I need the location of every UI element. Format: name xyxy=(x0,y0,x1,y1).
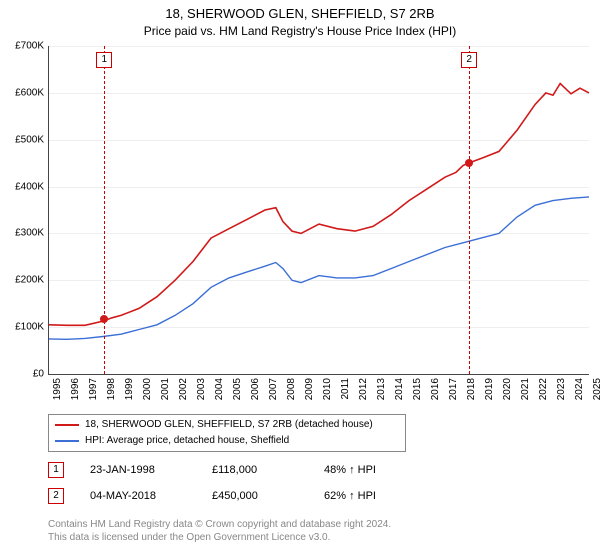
chart-title-line2: Price paid vs. HM Land Registry's House … xyxy=(0,24,600,38)
marker-box: 2 xyxy=(461,52,477,68)
xtick: 2018 xyxy=(466,378,477,400)
xtick: 2020 xyxy=(502,378,513,400)
legend-item-2: HPI: Average price, detached house, Shef… xyxy=(55,435,289,446)
xtick: 2014 xyxy=(394,378,405,400)
marker-box: 1 xyxy=(96,52,112,68)
transaction-hpi-2: 62% ↑ HPI xyxy=(324,490,376,502)
xtick: 2002 xyxy=(178,378,189,400)
xtick: 2010 xyxy=(322,378,333,400)
xtick: 2012 xyxy=(358,378,369,400)
marker-dot xyxy=(100,315,108,323)
xtick: 2021 xyxy=(520,378,531,400)
ytick-7: £700K xyxy=(2,41,44,52)
xtick: 1996 xyxy=(70,378,81,400)
xtick: 2001 xyxy=(160,378,171,400)
transaction-marker-2: 2 xyxy=(48,488,64,504)
xtick: 2003 xyxy=(196,378,207,400)
xtick: 2009 xyxy=(304,378,315,400)
xtick: 2019 xyxy=(484,378,495,400)
xtick: 2015 xyxy=(412,378,423,400)
xtick: 2000 xyxy=(142,378,153,400)
xtick: 1997 xyxy=(88,378,99,400)
series-line-hpi xyxy=(49,197,589,339)
chart-root: 18, SHERWOOD GLEN, SHEFFIELD, S7 2RB Pri… xyxy=(0,0,600,560)
ytick-0: £0 xyxy=(2,369,44,380)
xtick: 2017 xyxy=(448,378,459,400)
series-svg xyxy=(49,46,589,374)
xtick: 2005 xyxy=(232,378,243,400)
series-line-property xyxy=(49,84,589,326)
marker-dot xyxy=(465,159,473,167)
transaction-row-1: 1 23-JAN-1998 £118,000 48% ↑ HPI xyxy=(48,462,376,478)
xtick: 2011 xyxy=(340,378,351,400)
transaction-date-2: 04-MAY-2018 xyxy=(90,490,192,502)
legend-swatch-1 xyxy=(55,424,79,426)
xtick: 2013 xyxy=(376,378,387,400)
ytick-2: £200K xyxy=(2,275,44,286)
transaction-price-1: £118,000 xyxy=(212,464,304,476)
legend-item-1: 18, SHERWOOD GLEN, SHEFFIELD, S7 2RB (de… xyxy=(55,419,373,430)
marker-line xyxy=(104,46,105,374)
ytick-1: £100K xyxy=(2,322,44,333)
transaction-date-1: 23-JAN-1998 xyxy=(90,464,192,476)
xtick: 2007 xyxy=(268,378,279,400)
xtick: 2025 xyxy=(592,378,600,400)
marker-line xyxy=(469,46,470,374)
legend-swatch-2 xyxy=(55,440,79,442)
xtick: 2016 xyxy=(430,378,441,400)
transaction-price-2: £450,000 xyxy=(212,490,304,502)
transaction-marker-1: 1 xyxy=(48,462,64,478)
xtick: 2004 xyxy=(214,378,225,400)
chart-title-line1: 18, SHERWOOD GLEN, SHEFFIELD, S7 2RB xyxy=(0,6,600,21)
legend: 18, SHERWOOD GLEN, SHEFFIELD, S7 2RB (de… xyxy=(48,414,406,452)
xtick: 2008 xyxy=(286,378,297,400)
legend-label-2: HPI: Average price, detached house, Shef… xyxy=(85,435,289,446)
footer-line-2: This data is licensed under the Open Gov… xyxy=(48,531,391,544)
ytick-4: £400K xyxy=(2,181,44,192)
xtick: 2024 xyxy=(574,378,585,400)
xtick: 1995 xyxy=(52,378,63,400)
footer: Contains HM Land Registry data © Crown c… xyxy=(48,518,391,544)
xtick: 2023 xyxy=(556,378,567,400)
legend-label-1: 18, SHERWOOD GLEN, SHEFFIELD, S7 2RB (de… xyxy=(85,419,373,430)
ytick-5: £500K xyxy=(2,134,44,145)
xtick: 1998 xyxy=(106,378,117,400)
xtick: 2006 xyxy=(250,378,261,400)
ytick-3: £300K xyxy=(2,228,44,239)
transaction-hpi-1: 48% ↑ HPI xyxy=(324,464,376,476)
plot-area: 12 xyxy=(48,46,589,375)
transaction-row-2: 2 04-MAY-2018 £450,000 62% ↑ HPI xyxy=(48,488,376,504)
xtick: 1999 xyxy=(124,378,135,400)
xtick: 2022 xyxy=(538,378,549,400)
footer-line-1: Contains HM Land Registry data © Crown c… xyxy=(48,518,391,531)
ytick-6: £600K xyxy=(2,87,44,98)
